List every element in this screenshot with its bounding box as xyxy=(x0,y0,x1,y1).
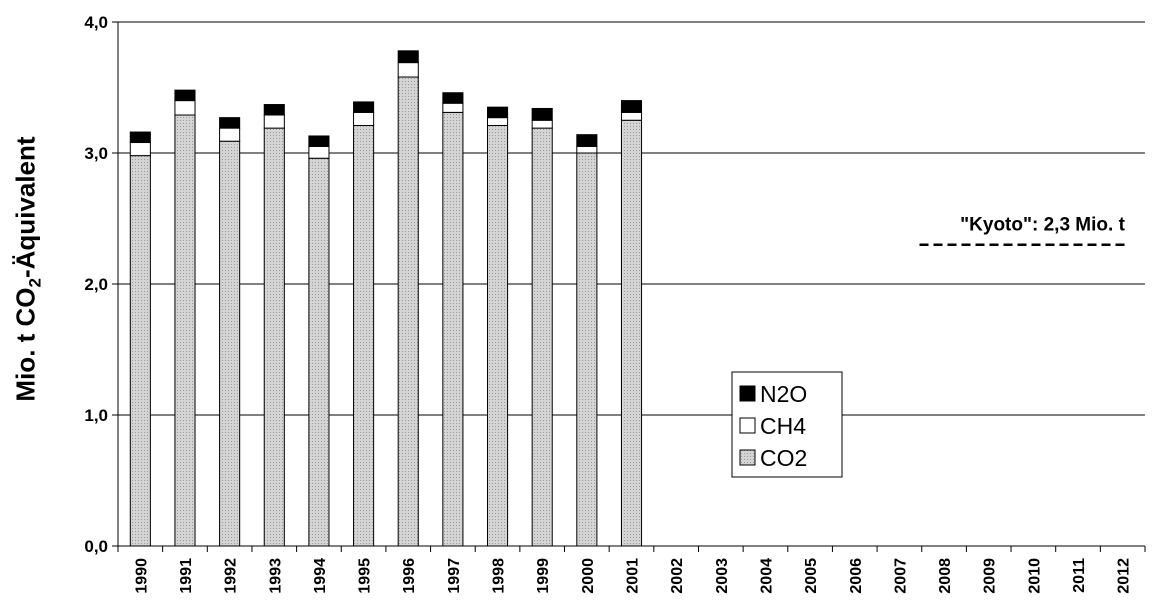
bar-co2-1999 xyxy=(531,127,553,547)
bar-ch4-1993 xyxy=(263,114,285,129)
bar-co2-2000 xyxy=(576,152,598,547)
bar-ch4-1995 xyxy=(353,111,375,126)
bar-n2o-2000 xyxy=(576,134,598,147)
bar-ch4-1991 xyxy=(174,100,196,116)
bar-ch4-1997 xyxy=(442,102,464,113)
bar-n2o-1995 xyxy=(353,101,375,113)
legend-label-ch4: CH4 xyxy=(760,413,806,439)
bar-n2o-1999 xyxy=(531,107,553,121)
y-tick-label: 0,0 xyxy=(84,537,108,556)
bar-co2-1993 xyxy=(263,127,285,547)
bar-n2o-1991 xyxy=(174,89,196,102)
legend-label-co2: CO2 xyxy=(760,445,807,471)
x-tick-label: 2000 xyxy=(580,558,597,594)
bar-ch4-1992 xyxy=(219,127,241,142)
bar-n2o-1993 xyxy=(263,104,285,116)
bar-co2-2001 xyxy=(620,119,643,547)
y-tick-label: 1,0 xyxy=(84,406,108,425)
legend-label-n2o: N2O xyxy=(760,381,807,407)
axes: 0,0 1,0 2,0 3,0 4,0 1990 1991 1992 1993 1994 1995 1… xyxy=(84,13,1146,594)
x-tick-label: 1996 xyxy=(401,558,418,594)
x-tick-label: 1992 xyxy=(223,558,240,594)
x-tick-label: 1991 xyxy=(178,558,195,594)
bar-ch4-1994 xyxy=(308,145,330,159)
bar-co2-1990 xyxy=(129,155,151,547)
x-tick-label: 2007 xyxy=(892,558,909,594)
bar-ch4-2001 xyxy=(620,111,643,121)
kyoto-reference: "Kyoto": 2,3 Mio. t xyxy=(919,215,1126,246)
bar-co2-1998 xyxy=(486,124,509,547)
x-tick-label: 2003 xyxy=(714,558,731,594)
bar-co2-1995 xyxy=(353,124,375,547)
y-tick-label: 3,0 xyxy=(84,144,108,163)
x-tick-label: 1995 xyxy=(357,558,374,594)
x-tick-label: 1998 xyxy=(491,558,508,594)
x-tick-label: 1999 xyxy=(535,558,552,594)
bar-n2o-1990 xyxy=(129,131,151,144)
x-tick-label: 2009 xyxy=(982,558,999,594)
bar-n2o-1998 xyxy=(486,106,509,119)
bar-ch4-1998 xyxy=(486,117,509,126)
bar-ch4-1990 xyxy=(129,142,151,157)
x-tick-label: 2004 xyxy=(758,558,775,594)
bar-co2-1994 xyxy=(308,157,330,547)
bar-ch4-2000 xyxy=(576,145,598,154)
x-tick-label: 1997 xyxy=(446,558,463,594)
legend-swatch-ch4 xyxy=(739,417,756,434)
x-tick-label: 1994 xyxy=(312,558,329,594)
bar-ch4-1999 xyxy=(531,119,553,129)
x-tick-label: 2001 xyxy=(625,558,642,594)
legend-swatch-co2 xyxy=(739,449,756,466)
y-tick-label: 4,0 xyxy=(84,13,108,32)
bar-co2-1996 xyxy=(397,76,419,547)
bar-n2o-1996 xyxy=(397,50,419,64)
x-tick-label: 2008 xyxy=(937,558,954,594)
x-tick-label: 1993 xyxy=(267,558,284,594)
x-tick-label: 2006 xyxy=(848,558,865,594)
x-tick-label: 2005 xyxy=(803,558,820,594)
x-tick-label: 2010 xyxy=(1026,558,1043,594)
x-tick-label: 1990 xyxy=(133,558,150,594)
y-tick-label: 2,0 xyxy=(84,275,108,294)
x-tick-label: 2011 xyxy=(1071,558,1088,593)
x-tick-label: 2012 xyxy=(1116,558,1133,594)
bar-n2o-1992 xyxy=(219,117,241,129)
x-tick-label: 2002 xyxy=(669,558,686,594)
kyoto-target-label: "Kyoto": 2,3 Mio. t xyxy=(960,215,1125,236)
bar-co2-1991 xyxy=(174,114,196,547)
bars xyxy=(129,50,643,547)
bar-n2o-2001 xyxy=(620,100,643,113)
bar-ch4-1996 xyxy=(397,62,419,78)
bar-n2o-1997 xyxy=(442,92,464,104)
bar-co2-1997 xyxy=(442,111,464,547)
bar-n2o-1994 xyxy=(308,135,330,147)
legend-swatch-n2o xyxy=(739,385,756,402)
legend: N2O CH4 CO2 xyxy=(731,371,843,478)
bar-co2-1992 xyxy=(219,140,241,547)
